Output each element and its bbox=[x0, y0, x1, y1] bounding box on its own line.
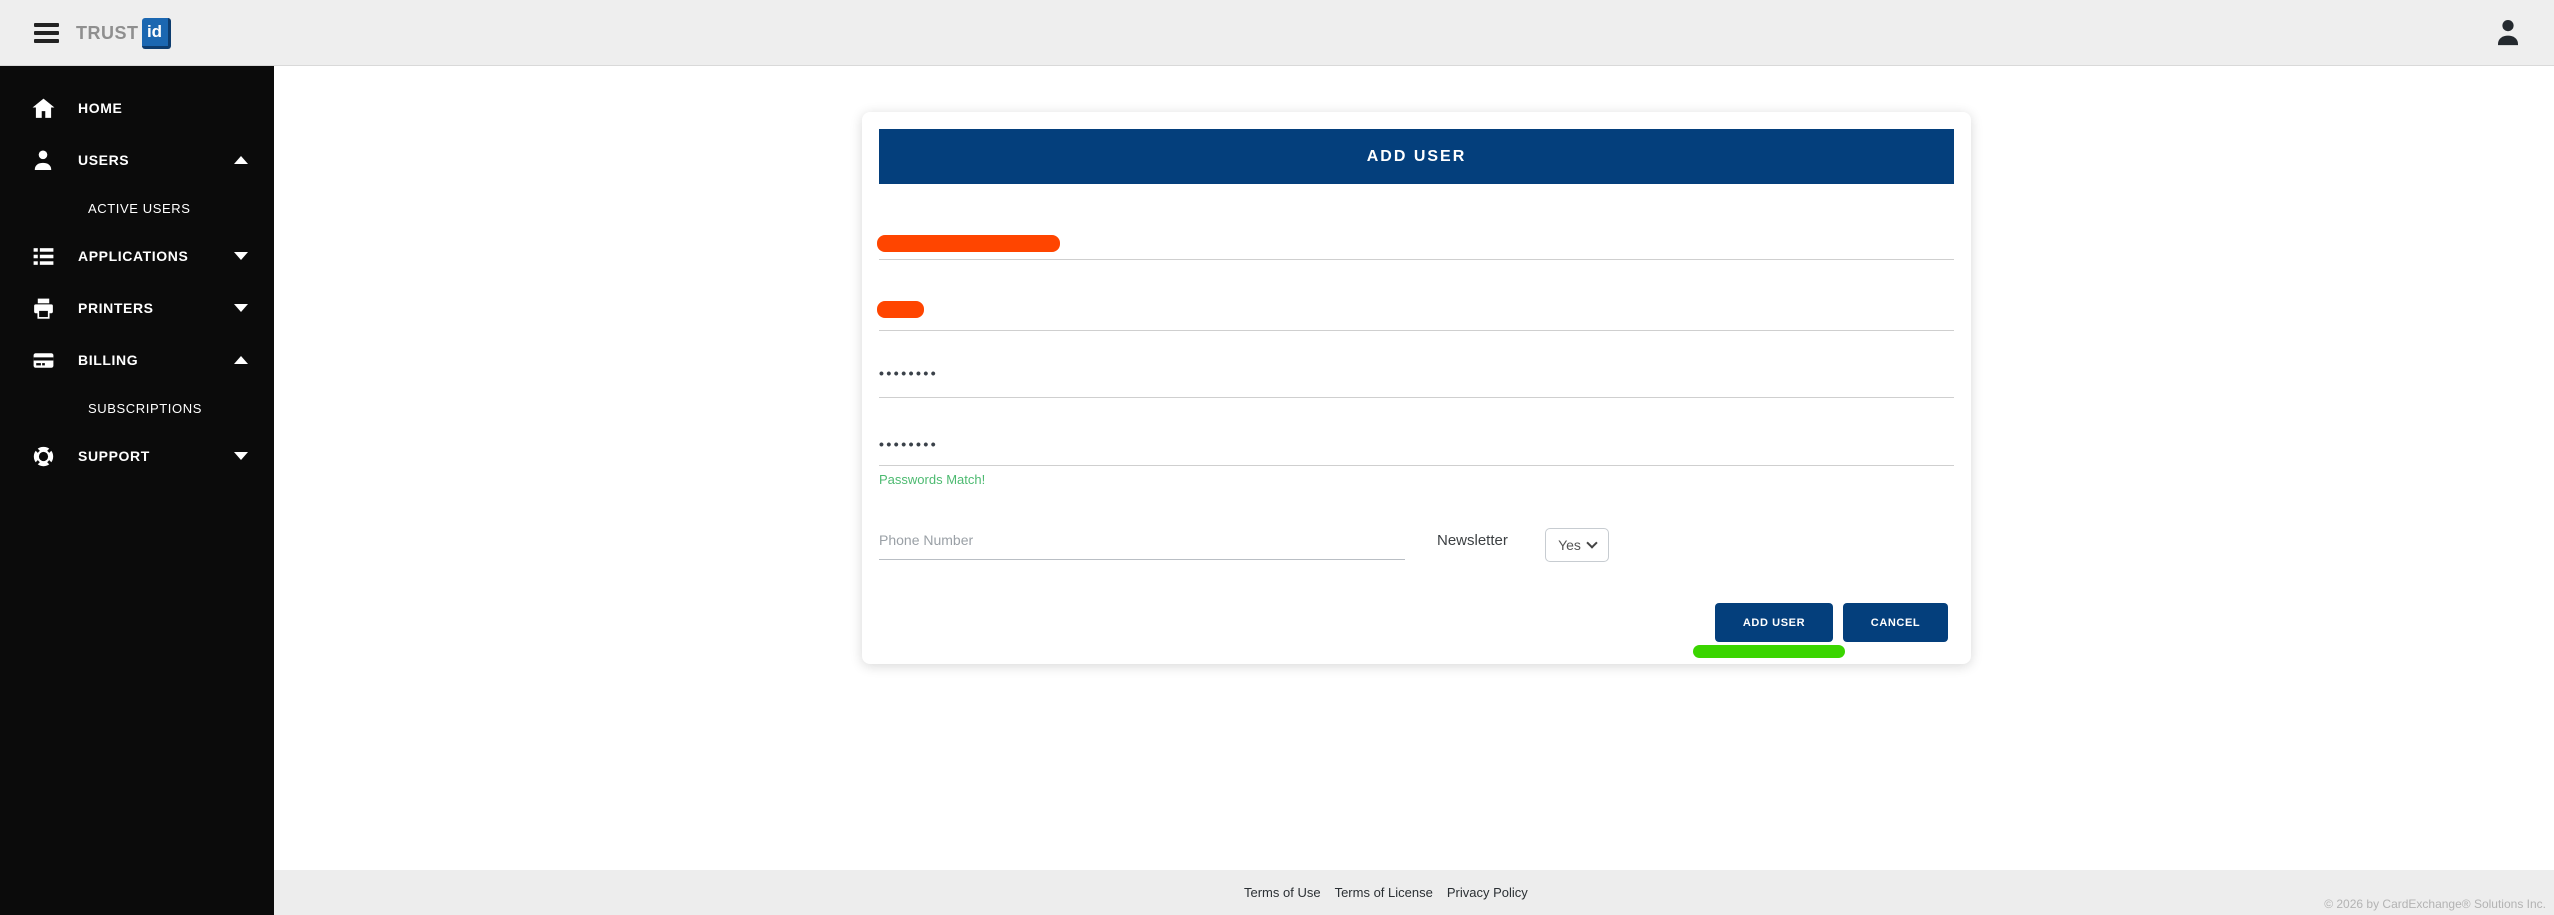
footer-links: Terms of Use Terms of License Privacy Po… bbox=[1244, 870, 1528, 915]
phone-number-input[interactable] bbox=[879, 520, 1405, 560]
chevron-down-icon bbox=[234, 452, 248, 460]
field-underline[interactable] bbox=[879, 330, 1954, 331]
credit-card-icon bbox=[30, 348, 56, 373]
card-title-bar: ADD USER bbox=[879, 129, 1954, 184]
redacted-value-overlay bbox=[877, 301, 924, 318]
chevron-up-icon bbox=[234, 156, 248, 164]
sidebar-item-home[interactable]: HOME bbox=[0, 82, 274, 134]
copyright-text: © 2026 by CardExchange® Solutions Inc. bbox=[2324, 897, 2546, 911]
terms-of-license-link[interactable]: Terms of License bbox=[1334, 885, 1433, 900]
redacted-value-overlay bbox=[877, 235, 1060, 252]
sidebar-item-users[interactable]: USERS bbox=[0, 134, 274, 186]
newsletter-selected-value: Yes bbox=[1558, 537, 1581, 553]
home-icon bbox=[30, 96, 56, 121]
sidebar: HOME USERS ACTIVE USERS APPLICATIONS bbox=[0, 66, 274, 915]
redacted-highlight-overlay bbox=[1693, 645, 1845, 658]
add-user-card: ADD USER •••••••• •••••••• Passwords Mat… bbox=[862, 112, 1971, 664]
life-ring-icon bbox=[30, 444, 56, 469]
newsletter-select[interactable]: Yes bbox=[1545, 528, 1609, 562]
footer: Terms of Use Terms of License Privacy Po… bbox=[0, 870, 2554, 915]
sidebar-item-support[interactable]: SUPPORT bbox=[0, 430, 274, 482]
chevron-down-icon bbox=[1586, 537, 1598, 549]
top-bar: TRUST id bbox=[0, 0, 2554, 66]
sidebar-subitem-label: SUBSCRIPTIONS bbox=[88, 400, 202, 416]
add-user-button[interactable]: ADD USER bbox=[1715, 603, 1833, 642]
sidebar-item-label: BILLING bbox=[78, 352, 139, 368]
field-underline[interactable] bbox=[879, 259, 1954, 260]
account-person-icon[interactable] bbox=[2492, 16, 2524, 48]
sidebar-item-billing[interactable]: BILLING bbox=[0, 334, 274, 386]
sidebar-item-printers[interactable]: PRINTERS bbox=[0, 282, 274, 334]
menu-hamburger-icon[interactable] bbox=[34, 20, 60, 46]
chevron-down-icon bbox=[234, 304, 248, 312]
password-field[interactable]: •••••••• bbox=[879, 365, 939, 381]
sidebar-item-subscriptions[interactable]: SUBSCRIPTIONS bbox=[0, 386, 274, 430]
sidebar-item-label: PRINTERS bbox=[78, 300, 154, 316]
sidebar-subitem-label: ACTIVE USERS bbox=[88, 200, 191, 216]
list-icon bbox=[30, 244, 56, 269]
sidebar-item-active-users[interactable]: ACTIVE USERS bbox=[0, 186, 274, 230]
cancel-button[interactable]: CANCEL bbox=[1843, 603, 1948, 642]
terms-of-use-link[interactable]: Terms of Use bbox=[1244, 885, 1321, 900]
logo-id-box: id bbox=[141, 17, 171, 49]
sidebar-item-label: USERS bbox=[78, 152, 130, 168]
passwords-match-message: Passwords Match! bbox=[879, 472, 986, 487]
user-icon bbox=[30, 148, 56, 172]
chevron-down-icon bbox=[234, 252, 248, 260]
field-underline bbox=[879, 465, 1954, 466]
card-title: ADD USER bbox=[1366, 147, 1467, 165]
printer-icon bbox=[30, 296, 56, 321]
field-underline bbox=[879, 397, 1954, 398]
sidebar-item-label: HOME bbox=[78, 100, 123, 116]
privacy-policy-link[interactable]: Privacy Policy bbox=[1446, 885, 1528, 900]
sidebar-item-label: SUPPORT bbox=[78, 448, 150, 464]
chevron-up-icon bbox=[234, 356, 248, 364]
confirm-password-field[interactable]: •••••••• bbox=[879, 436, 939, 452]
sidebar-item-label: APPLICATIONS bbox=[78, 248, 189, 264]
sidebar-item-applications[interactable]: APPLICATIONS bbox=[0, 230, 274, 282]
logo-id-text: id bbox=[146, 21, 163, 41]
trustid-logo: TRUST id bbox=[76, 0, 171, 66]
logo-trust-text: TRUST bbox=[76, 22, 139, 43]
newsletter-label: Newsletter bbox=[1437, 532, 1508, 549]
